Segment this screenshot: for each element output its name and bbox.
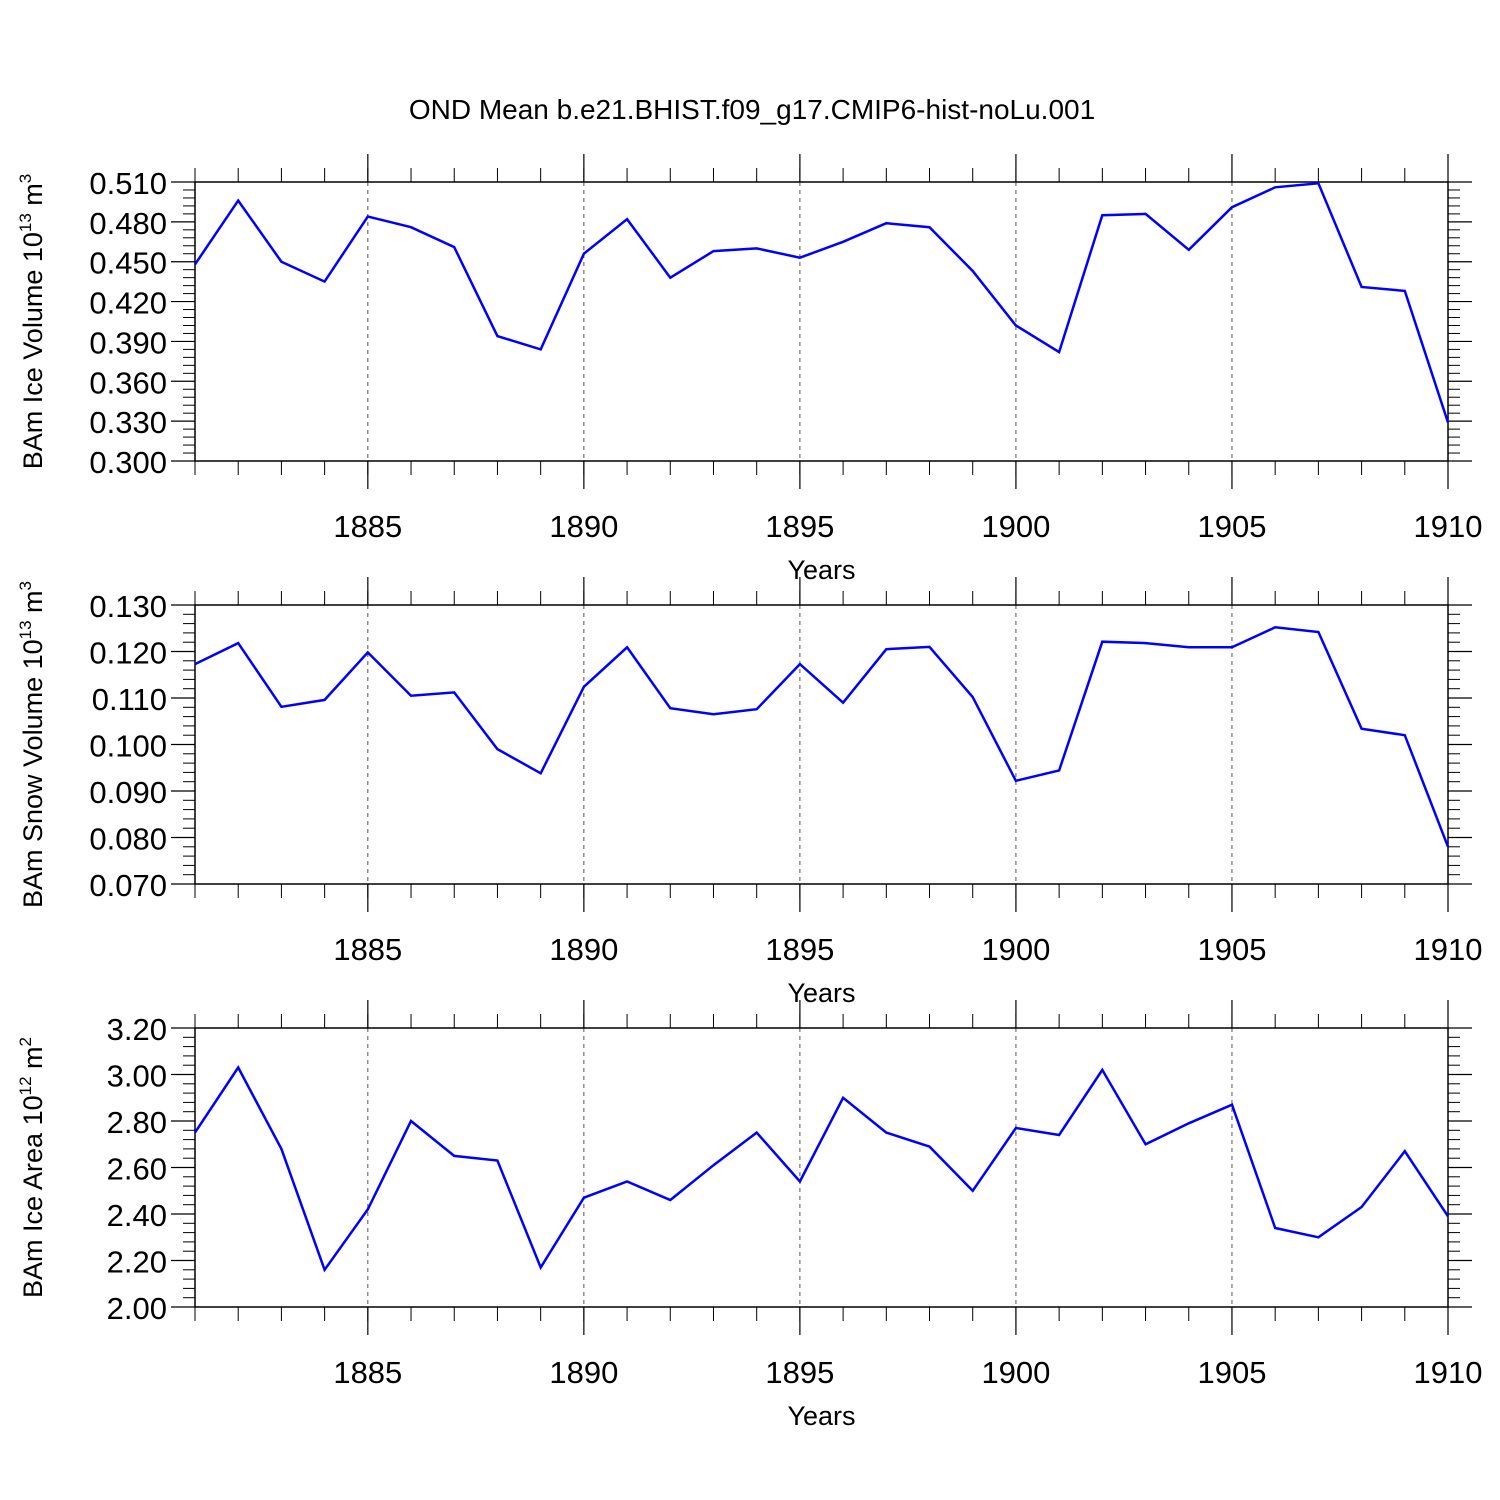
series-line-2 — [194, 626, 1450, 848]
plot-frame — [194, 1027, 1449, 1308]
y-tick-label: 2.60 — [107, 1152, 167, 1187]
y-tick-label: 0.300 — [89, 445, 167, 480]
x-axis-label: Years — [787, 1401, 855, 1431]
x-tick-label: 1885 — [333, 932, 402, 967]
y-axis-label: BAm Ice Volume 1013 m3 — [16, 174, 48, 470]
y-tick-label: 0.130 — [89, 589, 167, 624]
panel-3: 2.00 2.20 2.40 2.60 2.80 3.00 3.20 1885 1890 1895… — [16, 1000, 1482, 1431]
y-tick-label: 2.40 — [107, 1198, 167, 1233]
y-tick-label: 0.510 — [89, 166, 167, 201]
y-tick-label: 0.090 — [89, 775, 167, 810]
x-tick-label: 1910 — [1414, 1355, 1483, 1390]
y-tick-label: 0.390 — [89, 325, 167, 360]
x-tick-label: 1890 — [549, 509, 618, 544]
series-line-3 — [193, 1065, 1450, 1273]
x-tick-label: 1905 — [1197, 932, 1266, 967]
y-tick-label: 3.20 — [107, 1012, 167, 1047]
plot-frame — [194, 181, 1449, 462]
series-line-1 — [193, 181, 1450, 423]
y-tick-label: 0.100 — [89, 729, 167, 764]
x-tick-label: 1910 — [1414, 509, 1483, 544]
x-axis-label: Years — [787, 555, 855, 585]
x-tick-label: 1910 — [1414, 932, 1483, 967]
y-tick-label: 0.070 — [89, 868, 167, 903]
y-axis-label: BAm Snow Volume 1013 m3 — [16, 581, 48, 908]
x-tick-label: 1890 — [549, 1355, 618, 1390]
x-tick-label: 1900 — [981, 1355, 1050, 1390]
y-tick-label: 0.450 — [89, 246, 167, 281]
y-tick-label: 0.110 — [92, 682, 167, 717]
y-tick-label: 2.80 — [107, 1105, 167, 1140]
y-tick-label: 2.00 — [107, 1291, 167, 1326]
x-tick-label: 1900 — [981, 509, 1050, 544]
plot-frame — [194, 604, 1449, 885]
y-tick-label: 3.00 — [107, 1059, 167, 1094]
x-tick-label: 1905 — [1197, 1355, 1266, 1390]
x-tick-label: 1885 — [333, 1355, 402, 1390]
panel-2: 0.070 0.080 0.090 0.100 0.110 0.120 0.130 1885 1… — [16, 577, 1482, 1008]
figure-title: OND Mean b.e21.BHIST.f09_g17.CMIP6-hist-… — [409, 94, 1095, 125]
x-tick-label: 1905 — [1197, 509, 1266, 544]
y-axis-label: BAm Ice Area 1012 m2 — [16, 1037, 48, 1298]
y-tick-label: 0.480 — [89, 206, 167, 241]
x-tick-label: 1900 — [981, 932, 1050, 967]
y-tick-label: 0.120 — [89, 636, 167, 671]
panel-1: 0.300 0.330 0.360 0.390 0.420 0.450 0.480 0.510… — [16, 154, 1482, 585]
x-tick-label: 1890 — [549, 932, 618, 967]
x-tick-label: 1895 — [765, 1355, 834, 1390]
x-tick-label: 1885 — [333, 509, 402, 544]
x-tick-label: 1895 — [765, 932, 834, 967]
x-axis-label: Years — [787, 978, 855, 1008]
x-tick-label: 1895 — [765, 509, 834, 544]
y-tick-label: 0.360 — [89, 365, 167, 400]
y-tick-label: 2.20 — [107, 1245, 167, 1280]
y-tick-label: 0.420 — [89, 286, 167, 321]
y-tick-label: 0.330 — [89, 405, 167, 440]
y-tick-label: 0.080 — [89, 822, 167, 857]
